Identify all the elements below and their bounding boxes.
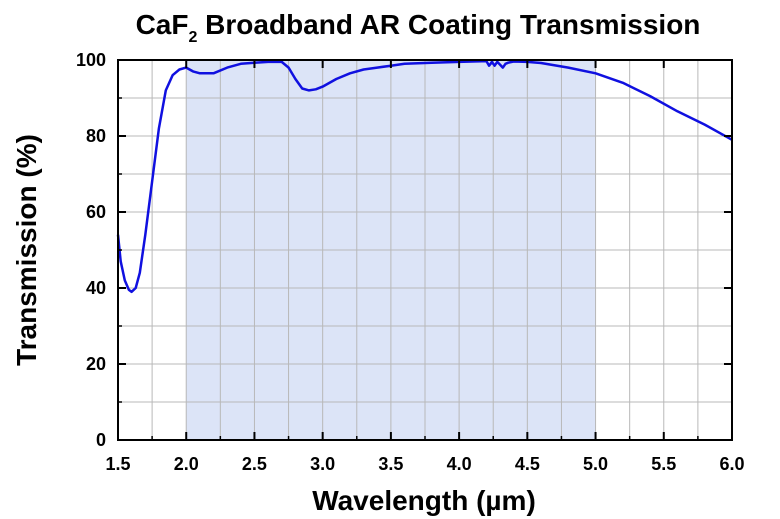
y-tick-label: 100 bbox=[76, 50, 106, 70]
y-tick-label: 60 bbox=[86, 202, 106, 222]
chart-title-post: Broadband AR Coating Transmission bbox=[197, 9, 700, 40]
x-tick-label: 4.0 bbox=[447, 454, 472, 474]
x-tick-label: 4.5 bbox=[515, 454, 540, 474]
x-tick-label: 5.0 bbox=[583, 454, 608, 474]
x-tick-label: 2.0 bbox=[174, 454, 199, 474]
plot-area: 1.5 2.0 2.5 3.0 3.5 4.0 4.5 5.0 5.5 6.0 0 20 40 60 80 1… bbox=[76, 50, 745, 474]
y-tick-label: 80 bbox=[86, 126, 106, 146]
y-tick-label: 20 bbox=[86, 354, 106, 374]
chart-title-pre: CaF bbox=[136, 9, 189, 40]
x-tick-label: 3.5 bbox=[378, 454, 403, 474]
y-axis-label: Transmission (%) bbox=[11, 134, 42, 366]
y-tick-label: 40 bbox=[86, 278, 106, 298]
x-tick-label: 5.5 bbox=[651, 454, 676, 474]
y-tick-label: 0 bbox=[96, 430, 106, 450]
x-tick-label: 2.5 bbox=[242, 454, 267, 474]
chart-title-sub: 2 bbox=[188, 29, 197, 46]
transmission-line bbox=[116, 59, 733, 294]
chart-title: CaF2 Broadband AR Coating Transmission bbox=[136, 9, 701, 46]
x-tick-label: 1.5 bbox=[105, 454, 130, 474]
x-tick-label: 6.0 bbox=[719, 454, 744, 474]
x-axis-label: Wavelength (µm) bbox=[312, 485, 536, 516]
x-tick-label: 3.0 bbox=[310, 454, 335, 474]
